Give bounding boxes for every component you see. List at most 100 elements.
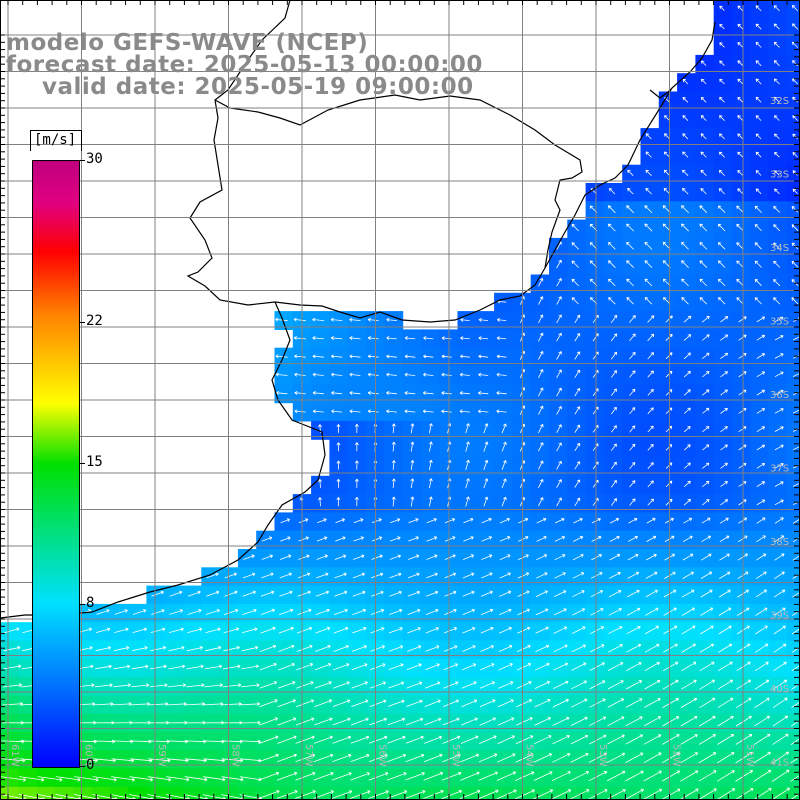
wind-cell: [475, 567, 495, 587]
wind-arrow: [186, 683, 205, 688]
wind-cell: [549, 512, 568, 532]
wind-arrow: [553, 608, 567, 616]
wind-cell: [549, 640, 568, 660]
wind-cell: [750, 695, 770, 715]
wind-arrow: [792, 23, 799, 30]
wind-arrow: [682, 151, 689, 158]
wind-cell: [640, 530, 660, 550]
wind-cell: [640, 420, 660, 440]
wind-arrow: [443, 627, 458, 634]
wind-arrow: [701, 315, 710, 323]
wind-arrow: [574, 497, 581, 507]
wind-cell: [457, 750, 477, 770]
wind-arrow: [423, 789, 444, 799]
wind-arrow: [681, 205, 689, 214]
wind-arrow: [556, 460, 562, 470]
wind-arrow: [754, 224, 762, 232]
wind-cell: [457, 585, 477, 605]
wind-arrow: [664, 115, 670, 121]
wind-cell: [713, 347, 733, 367]
wind-cell: [786, 457, 800, 477]
wind-arrow: [422, 409, 434, 414]
wind-cell: [494, 530, 513, 550]
wind-cell: [640, 384, 660, 404]
wind-cell: [768, 786, 788, 800]
wind-arrow: [717, 679, 734, 690]
wind-arrow: [367, 336, 379, 341]
wind-cell: [768, 402, 788, 422]
wind-cell: [585, 768, 605, 788]
wind-arrow: [349, 409, 361, 414]
wind-arrow: [756, 334, 766, 341]
wind-arrow: [571, 626, 586, 634]
wind-arrow: [221, 776, 244, 782]
wind-arrow: [754, 297, 762, 305]
wind-arrow: [554, 590, 567, 597]
wind-arrow: [700, 133, 707, 140]
wind-arrow: [386, 372, 397, 377]
wind-arrow: [734, 788, 754, 800]
wind-arrow: [773, 297, 781, 305]
wind-arrow: [700, 96, 707, 103]
wind-cell: [713, 658, 733, 678]
wind-arrow: [718, 625, 732, 635]
wind-arrow: [407, 627, 421, 634]
wind-arrow: [460, 735, 479, 744]
wind-arrow: [367, 391, 379, 395]
wind-arrow: [552, 716, 570, 726]
wind-arrow: [538, 497, 544, 507]
wind-arrow: [608, 607, 622, 616]
wind-arrow: [773, 23, 780, 30]
border-uruguay: [214, 94, 583, 269]
wind-arrow: [459, 372, 470, 377]
wind-arrow: [701, 60, 707, 66]
wind-arrow: [551, 771, 571, 782]
wind-arrow: [441, 336, 452, 341]
wind-cell: [768, 439, 788, 459]
wind-arrow: [499, 572, 511, 579]
wind-arrow: [515, 771, 535, 781]
wind-arrow: [408, 518, 419, 524]
wind-arrow: [187, 627, 203, 634]
wind-arrow: [700, 169, 707, 176]
wind-arrow: [772, 697, 788, 709]
wind-cell: [786, 274, 800, 294]
colorbar-tick-label: 8: [86, 595, 95, 612]
coastline-argentina: [0, 301, 326, 619]
wind-arrow: [682, 115, 689, 121]
wind-cell: [512, 384, 532, 404]
wind-arrow: [646, 517, 656, 524]
wind-arrow: [333, 626, 349, 634]
wind-arrow: [224, 572, 237, 579]
lon-label: 60W: [83, 744, 94, 767]
wind-cell: [658, 347, 678, 367]
wind-arrow: [332, 753, 352, 763]
wind-arrow: [498, 644, 513, 652]
wind-arrow: [444, 554, 456, 560]
wind-arrow: [681, 260, 689, 268]
wind-arrow: [720, 444, 728, 451]
wind-arrow: [773, 60, 780, 67]
wind-arrow: [608, 644, 623, 653]
wind-arrow: [791, 206, 799, 213]
wind-arrow: [574, 387, 581, 397]
lon-label: 51W: [744, 744, 755, 767]
wind-arrow: [683, 462, 691, 469]
wind-arrow: [647, 352, 654, 360]
wind-arrow: [680, 770, 699, 782]
wind-arrow: [460, 317, 470, 322]
wind-arrow: [332, 699, 351, 707]
wind-arrow: [756, 499, 766, 506]
wind-arrow: [718, 188, 725, 195]
wind-arrow: [223, 645, 240, 652]
wind-arrow: [206, 572, 219, 579]
wind-arrow: [371, 554, 383, 560]
wind-arrow: [496, 317, 507, 322]
wind-cell: [475, 603, 495, 623]
wind-arrow: [629, 351, 636, 360]
wind-cell: [732, 640, 751, 660]
wind-arrow: [774, 481, 784, 487]
wind-cell: [786, 768, 800, 788]
wind-cell: [750, 640, 770, 660]
